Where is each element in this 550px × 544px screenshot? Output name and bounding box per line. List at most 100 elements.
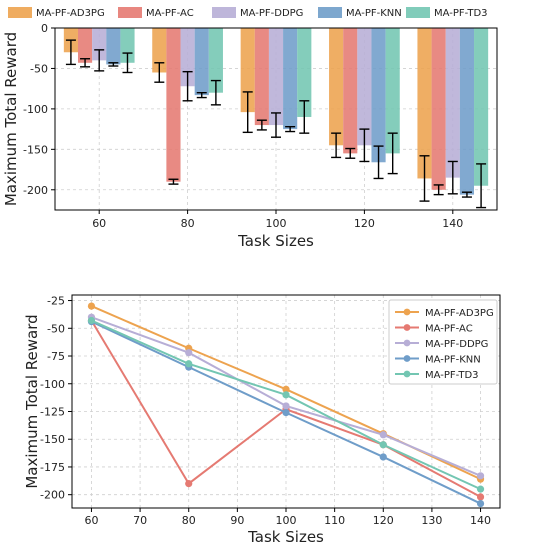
bar bbox=[297, 28, 312, 117]
bar-chart-bars bbox=[63, 28, 489, 195]
bar bbox=[240, 28, 255, 113]
line-y-tick-label: -200 bbox=[40, 489, 65, 502]
line-y-tick-label: -25 bbox=[47, 295, 65, 308]
line-chart-series bbox=[87, 302, 485, 508]
line-x-tick-label: 130 bbox=[421, 514, 442, 527]
bar-y-tick-label: -200 bbox=[23, 184, 48, 197]
bar-y-tick-label: 0 bbox=[41, 22, 48, 35]
bar bbox=[120, 28, 135, 63]
data-point bbox=[379, 431, 387, 439]
bar bbox=[77, 28, 93, 63]
line-x-tick-label: 140 bbox=[470, 514, 491, 527]
data-point bbox=[379, 441, 387, 449]
bar-y-tick-label: -100 bbox=[23, 103, 48, 116]
data-point bbox=[282, 402, 290, 410]
bar bbox=[208, 28, 223, 93]
line-chart-legend: MA-PF-AD3PG MA-PF-AC MA-PF-DDPG MA-PF-KNN MA… bbox=[388, 299, 498, 385]
data-point bbox=[185, 360, 193, 368]
bar bbox=[371, 28, 386, 163]
line-x-tick-label: 90 bbox=[230, 514, 244, 527]
bar-x-tick-label: 100 bbox=[266, 217, 287, 230]
legend-marker bbox=[403, 370, 411, 378]
line-chart: -25 -50 -75 -100 -125 -150 -175 -200 60 70 80 90 10… bbox=[23, 294, 501, 544]
bar-chart-y-ticks: 0 -50 -100 -150 -200 bbox=[23, 22, 55, 197]
line-x-tick-label: 100 bbox=[276, 514, 297, 527]
bar-chart-legend: MA-PF-AD3PG MA-PF-AC MA-PF-DDPG MA-PF-KNN MA… bbox=[8, 7, 488, 19]
legend-label: MA-PF-DDPG bbox=[425, 339, 488, 350]
bar bbox=[445, 28, 460, 178]
legend-label: MA-PF-DDPG bbox=[240, 8, 303, 19]
bar bbox=[474, 28, 489, 186]
bar-x-tick-label: 140 bbox=[442, 217, 463, 230]
legend-swatch bbox=[212, 7, 236, 18]
bar-y-tick-label: -150 bbox=[23, 143, 48, 156]
bar bbox=[283, 28, 298, 130]
data-point bbox=[282, 408, 290, 417]
line-chart-y-ticks: -25 -50 -75 -100 -125 -150 -175 -200 bbox=[40, 295, 72, 502]
bar bbox=[417, 28, 432, 179]
data-point bbox=[476, 493, 485, 501]
bar bbox=[166, 28, 181, 182]
bar bbox=[329, 28, 344, 146]
line-y-tick-label: -125 bbox=[40, 405, 65, 418]
data-point bbox=[476, 485, 485, 493]
legend-label: MA-PF-KNN bbox=[346, 8, 402, 19]
legend-label: MA-PF-TD3 bbox=[425, 370, 479, 381]
legend-marker bbox=[403, 324, 411, 331]
bar bbox=[459, 28, 475, 195]
bar-chart-x-ticks: 60 80 100 120 140 bbox=[92, 210, 463, 230]
line-y-tick-label: -175 bbox=[40, 461, 65, 474]
line-y-tick-label: -100 bbox=[40, 378, 65, 391]
data-point bbox=[185, 479, 193, 488]
bar bbox=[152, 28, 167, 73]
data-point bbox=[476, 472, 485, 480]
legend-marker bbox=[403, 339, 411, 347]
legend-label: MA-PF-AC bbox=[146, 8, 194, 19]
data-point bbox=[87, 316, 96, 325]
line-chart-x-axis-label: Task Sizes bbox=[247, 528, 324, 544]
bar-x-tick-label: 120 bbox=[354, 217, 375, 230]
legend-marker bbox=[403, 308, 411, 316]
line-y-tick-label: -75 bbox=[47, 350, 65, 363]
data-point bbox=[379, 453, 387, 461]
data-point bbox=[476, 499, 485, 508]
legend-label: MA-PF-KNN bbox=[425, 355, 481, 366]
bar bbox=[357, 28, 372, 146]
bar-x-tick-label: 60 bbox=[92, 217, 106, 230]
line-y-tick-label: -150 bbox=[40, 433, 65, 446]
data-point bbox=[282, 391, 290, 399]
legend-box bbox=[388, 299, 498, 385]
bar bbox=[106, 28, 121, 65]
bar bbox=[385, 28, 400, 154]
legend-swatch bbox=[118, 7, 142, 18]
legend-label: MA-PF-TD3 bbox=[434, 8, 488, 19]
bar-chart-x-axis-label: Task Sizes bbox=[237, 232, 314, 250]
data-point bbox=[282, 385, 290, 393]
bar-x-tick-label: 80 bbox=[181, 217, 195, 230]
legend-marker bbox=[403, 355, 411, 362]
bar bbox=[431, 28, 446, 190]
line-x-tick-label: 60 bbox=[84, 514, 98, 527]
bar bbox=[343, 28, 358, 154]
line-chart-y-axis-label: Maximum Total Reward bbox=[23, 314, 41, 488]
legend-label: MA-PF-AD3PG bbox=[36, 8, 105, 19]
legend-swatch bbox=[8, 7, 32, 18]
line-x-tick-label: 120 bbox=[373, 514, 394, 527]
line-y-tick-label: -50 bbox=[47, 322, 65, 335]
bar-y-tick-label: -50 bbox=[30, 62, 48, 75]
bar-chart-y-axis-label: Maximum Total Reward bbox=[2, 32, 20, 206]
bar bbox=[194, 28, 209, 96]
bar bbox=[254, 28, 269, 126]
line-x-tick-label: 80 bbox=[182, 514, 196, 527]
legend-swatch bbox=[406, 7, 430, 18]
legend-label: MA-PF-AD3PG bbox=[425, 308, 494, 319]
legend-swatch bbox=[318, 7, 342, 18]
bar-chart-error-bars bbox=[65, 39, 487, 209]
line-chart-x-ticks: 60 70 80 90 100 110 120 130 140 bbox=[84, 508, 491, 527]
line-x-tick-label: 70 bbox=[133, 514, 147, 527]
data-point bbox=[87, 302, 96, 310]
data-point bbox=[185, 349, 193, 357]
line-x-tick-label: 110 bbox=[324, 514, 345, 527]
bar bbox=[268, 28, 284, 126]
